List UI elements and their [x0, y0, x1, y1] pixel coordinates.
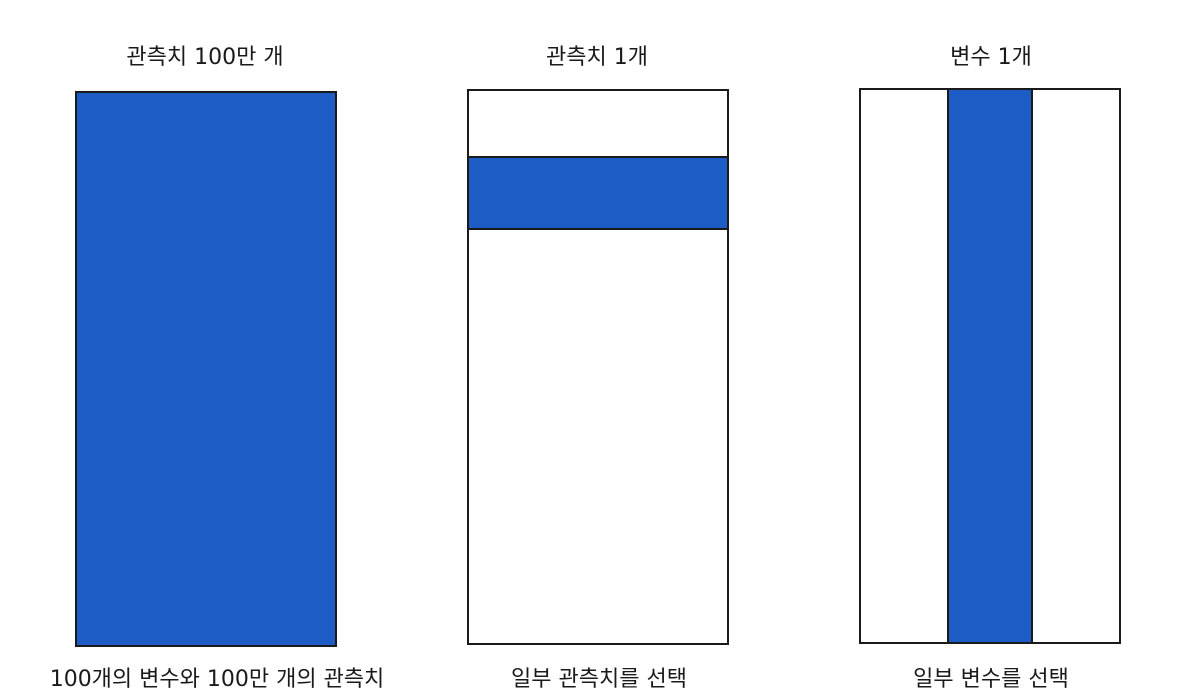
panel-1-title: 관측치 100만 개 [126, 45, 284, 70]
panel-2-data-matrix [467, 89, 729, 645]
panel-1-full-selection [77, 93, 335, 645]
panel-1-data-matrix [75, 91, 337, 647]
panel-1-caption: 100개의 변수와 100만 개의 관측치 [49, 667, 385, 692]
panel-2-title: 관측치 1개 [546, 45, 648, 70]
panel-3-column-selection [947, 90, 1033, 642]
panel-2-caption: 일부 관측치를 선택 [511, 667, 687, 692]
panel-3-title: 변수 1개 [950, 45, 1032, 70]
panel-3-data-matrix [859, 88, 1121, 644]
panel-3-caption: 일부 변수를 선택 [913, 667, 1069, 692]
panel-2-row-selection [469, 156, 727, 230]
